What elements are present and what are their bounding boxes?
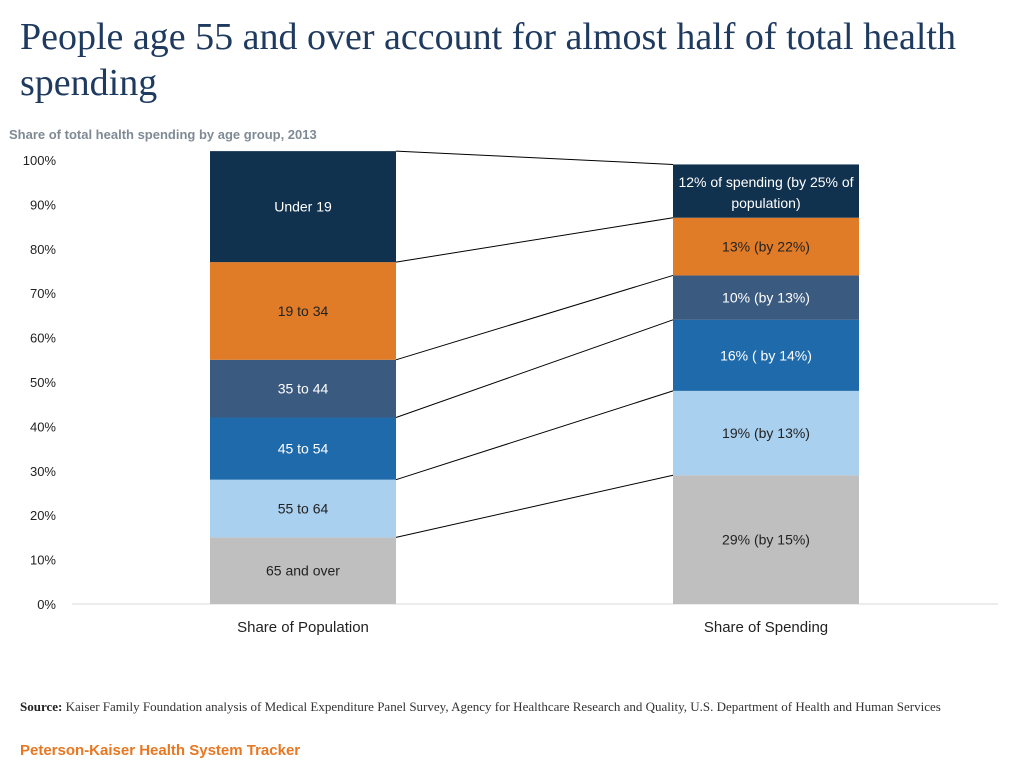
y-tick-label: 10% [30, 553, 56, 568]
bar-segment [673, 319, 859, 391]
bar-data-label: 19% (by 13%) [722, 425, 810, 441]
connector-line [395, 150, 674, 165]
bar-segment [210, 151, 396, 263]
bar-data-label: 16% ( by 14%) [720, 347, 812, 363]
connector-line [395, 319, 674, 418]
bar-segment [210, 262, 396, 360]
bar-data-label: 13% (by 22%) [722, 239, 810, 255]
y-tick-label: 20% [30, 508, 56, 523]
stacked-bar-chart: 0% 10% 20% 30% 40% 50% 60% 70% 80% 90% 100% 65 and … [23, 150, 998, 636]
bar-data-label: 35 to 44 [278, 381, 329, 397]
source-text: Kaiser Family Foundation analysis of Med… [62, 699, 941, 714]
connector-line [395, 474, 674, 538]
y-tick-label: 70% [30, 286, 56, 301]
bar-data-label: 19 to 34 [278, 303, 329, 319]
y-tick-label: 100% [23, 153, 57, 168]
bar-segment [673, 217, 859, 276]
bar-data-label: 29% (by 15%) [722, 532, 810, 548]
y-tick-label: 90% [30, 197, 56, 212]
x-category-label: Share of Spending [704, 619, 828, 636]
bar-segment [673, 275, 859, 320]
connector-line [395, 217, 674, 263]
y-tick-label: 50% [30, 375, 56, 390]
bar-data-label: 55 to 64 [278, 501, 329, 517]
bar-segment [210, 417, 396, 480]
x-category-label: Share of Population [237, 619, 369, 636]
bar-data-label: 10% (by 13%) [722, 290, 810, 306]
connector-line [395, 274, 674, 361]
connector-line [395, 390, 674, 481]
y-tick-label: 40% [30, 419, 56, 434]
bar-segment [210, 359, 396, 418]
bar-data-label: 12% of spending (by 25% of [678, 174, 853, 190]
source-note: Source: Kaiser Family Foundation analysi… [20, 698, 1005, 716]
bar-data-label: 65 and over [266, 563, 340, 579]
bar-segment [673, 164, 859, 218]
bar-segment [673, 390, 859, 476]
bar-data-label: Under 19 [274, 199, 332, 215]
page-title: People age 55 and over account for almos… [20, 16, 956, 104]
y-tick-label: 60% [30, 331, 56, 346]
bar-segment [210, 479, 396, 538]
bar-data-label: population) [731, 195, 800, 211]
source-label: Source: [20, 699, 63, 714]
brand-name: Peterson-Kaiser Health System Tracker [20, 742, 301, 759]
bar-data-label: 45 to 54 [278, 441, 329, 457]
bar-segment [673, 475, 859, 604]
y-tick-label: 0% [37, 597, 56, 612]
bar-segment [210, 537, 396, 604]
y-tick-label: 30% [30, 464, 56, 479]
y-tick-label: 80% [30, 242, 56, 257]
chart-subtitle: Share of total health spending by age gr… [9, 127, 317, 142]
